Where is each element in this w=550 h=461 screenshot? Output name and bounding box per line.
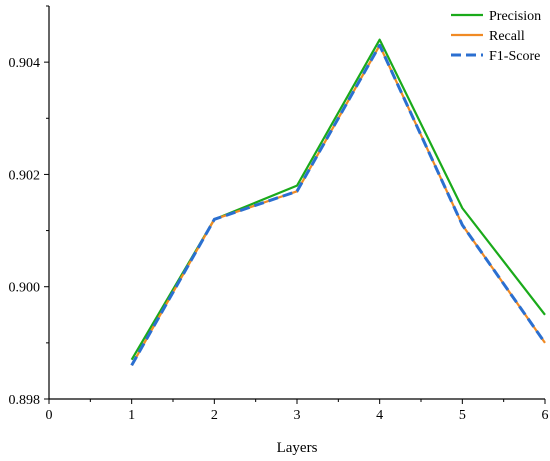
legend-label: Recall <box>489 29 525 44</box>
y-tick-label: 0.900 <box>9 281 41 296</box>
legend-label: F1-Score <box>489 49 540 64</box>
legend-label: Precision <box>489 9 541 24</box>
x-tick-label: 2 <box>211 408 218 423</box>
series-line-precision <box>132 40 545 360</box>
series-line-recall <box>132 45 545 365</box>
x-tick-label: 3 <box>294 408 301 423</box>
series-layer <box>132 40 545 366</box>
plot-area: 0 1 2 3 4 5 6 0.898 0.900 0.902 0.904 Layers Prec… <box>9 6 549 456</box>
x-tick-label: 5 <box>459 408 466 423</box>
y-tick-label: 0.902 <box>9 168 41 183</box>
y-tick-label: 0.898 <box>9 393 41 408</box>
legend: Precision Recall F1-Score <box>451 9 541 64</box>
y-ticks: 0.898 0.900 0.902 0.904 <box>9 6 50 408</box>
x-tick-label: 4 <box>376 408 383 423</box>
x-tick-label: 6 <box>542 408 549 423</box>
x-tick-label: 1 <box>128 408 135 423</box>
x-tick-label: 0 <box>46 408 53 423</box>
x-ticks: 0 1 2 3 4 5 6 <box>46 399 549 423</box>
y-tick-label: 0.904 <box>9 56 41 71</box>
x-axis-label: Layers <box>277 440 318 456</box>
series-line-f1-score <box>132 45 545 365</box>
